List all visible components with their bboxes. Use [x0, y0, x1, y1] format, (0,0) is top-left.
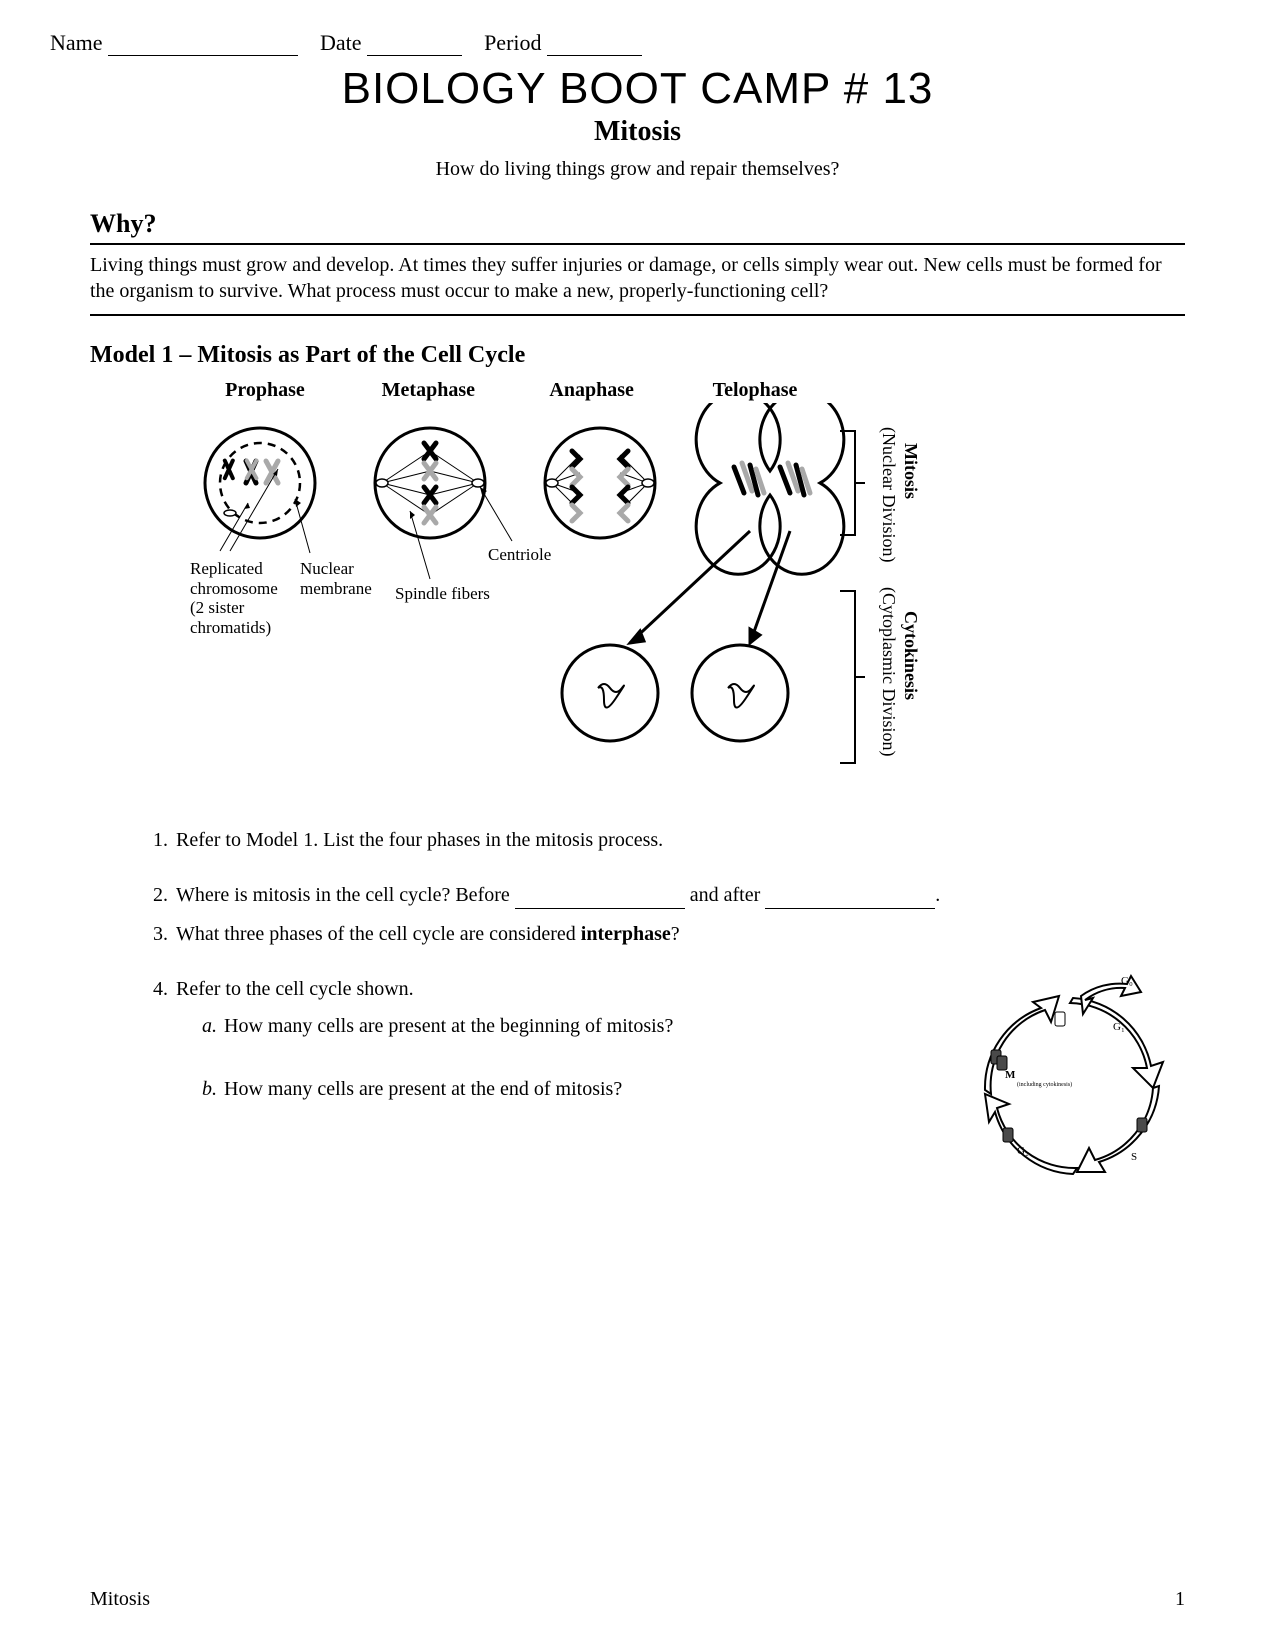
- cycle-g0: G₀: [1121, 975, 1133, 987]
- date-blank[interactable]: [367, 55, 462, 56]
- callout-nuclear-membrane: Nuclearmembrane: [300, 559, 372, 598]
- cycle-s: S: [1131, 1151, 1137, 1163]
- telophase-cell: [630, 403, 844, 643]
- bracket-cytokinesis: [840, 591, 865, 763]
- essential-question: How do living things grow and repair the…: [50, 158, 1225, 181]
- main-title: BIOLOGY BOOT CAMP # 13: [50, 64, 1225, 114]
- phase-labels: Prophase Metaphase Anaphase Telophase: [190, 379, 830, 402]
- side-cyto: (Cytoplasmic Division): [878, 587, 899, 757]
- daughter-cells: [562, 645, 788, 741]
- rule-bottom: [90, 314, 1185, 316]
- phase-metaphase: Metaphase: [353, 379, 503, 402]
- callout-spindle: Spindle fibers: [395, 584, 490, 604]
- side-cyto-bold: Cytokinesis: [900, 611, 921, 700]
- callout-centriole: Centriole: [488, 545, 551, 565]
- question-3: 3. What three phases of the cell cycle a…: [138, 921, 1185, 948]
- question-4a: a. How many cells are present at the beg…: [202, 1013, 945, 1040]
- date-label: Date: [320, 30, 362, 55]
- title-block: BIOLOGY BOOT CAMP # 13 Mitosis How do li…: [50, 64, 1225, 181]
- phase-anaphase: Anaphase: [517, 379, 667, 402]
- footer-left: Mitosis: [90, 1588, 150, 1611]
- phase-telophase: Telophase: [680, 379, 830, 402]
- period-label: Period: [484, 30, 541, 55]
- cycle-g2: G₂: [1017, 1145, 1029, 1157]
- page-footer: Mitosis 1: [90, 1588, 1185, 1611]
- cycle-m: M: [1005, 1069, 1016, 1081]
- q2-blank-1[interactable]: [515, 888, 685, 909]
- question-4b: b. How many cells are present at the end…: [202, 1076, 945, 1103]
- questions: 1. Refer to Model 1. List the four phase…: [138, 827, 1185, 1198]
- question-2: 2. Where is mitosis in the cell cycle? B…: [138, 882, 1185, 909]
- sub-title: Mitosis: [50, 116, 1225, 148]
- why-heading: Why?: [90, 209, 1185, 239]
- q2-blank-2[interactable]: [765, 888, 935, 909]
- callout-replicated: Replicatedchromosome(2 sisterchromatids): [190, 559, 278, 637]
- model1-heading: Model 1 – Mitosis as Part of the Cell Cy…: [90, 342, 1185, 369]
- question-4: 4. Refer to the cell cycle shown. a. How…: [138, 976, 1185, 1198]
- cell-cycle-diagram: G₀ G₁ S G₂ M (including cytokinesis): [955, 968, 1185, 1198]
- side-mitosis: (Nuclear Division): [878, 427, 899, 562]
- name-label: Name: [50, 30, 103, 55]
- rule-top: [90, 243, 1185, 245]
- model1-diagram: Prophase Metaphase Anaphase Telophase: [120, 379, 1215, 819]
- cycle-g1: G₁: [1113, 1021, 1125, 1033]
- footer-page-num: 1: [1175, 1588, 1185, 1611]
- anaphase-cell: [545, 428, 655, 538]
- period-blank[interactable]: [547, 55, 642, 56]
- phase-prophase: Prophase: [190, 379, 340, 402]
- side-mitosis-bold: Mitosis: [900, 443, 921, 499]
- why-body: Living things must grow and develop. At …: [90, 253, 1185, 304]
- name-blank[interactable]: [108, 55, 298, 56]
- question-1: 1. Refer to Model 1. List the four phase…: [138, 827, 1185, 854]
- prophase-cell: [205, 428, 315, 553]
- cycle-note: (including cytokinesis): [1017, 1081, 1072, 1088]
- worksheet-header: Name Date Period: [50, 30, 1225, 56]
